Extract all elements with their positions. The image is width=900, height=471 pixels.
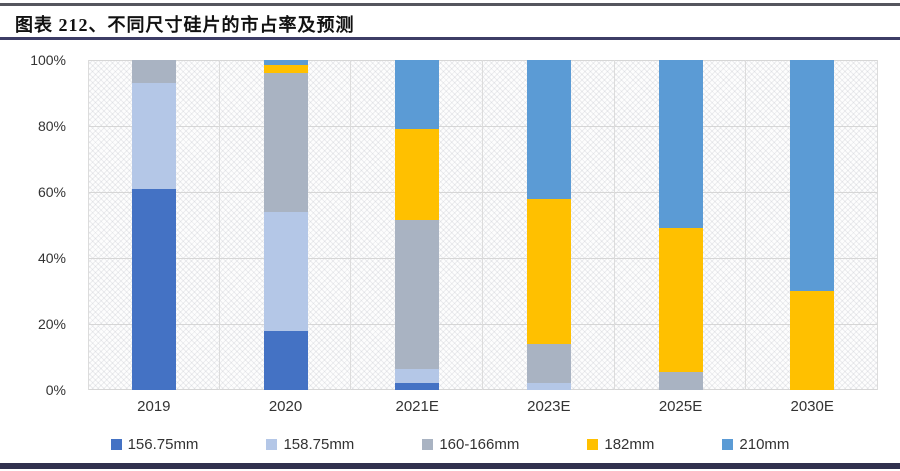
- bar-column-2025E: [615, 60, 747, 390]
- legend-item-210mm: 210mm: [722, 436, 789, 453]
- gridline-vertical: [218, 60, 220, 390]
- x-axis-tick-label-2020: 2020: [268, 398, 303, 415]
- legend-label: 158.75mm: [283, 436, 355, 453]
- x-axis-tick-labels: 2019 2020 2021E 2023E 2025E 2030E: [88, 398, 878, 415]
- bar-segment-158.75mm-2023E: [526, 383, 571, 390]
- y-axis-tick-label: 80%: [37, 118, 66, 134]
- legend-item-182mm: 182mm: [587, 436, 654, 453]
- bar-segment-210mm-2020: [263, 60, 308, 65]
- bars-layer: [88, 60, 878, 390]
- legend-swatch-icon: [422, 439, 434, 450]
- chart-title: 图表 212、不同尺寸硅片的市占率及预测: [15, 15, 355, 35]
- legend-swatch-icon: [587, 439, 599, 450]
- stacked-bar-2030E: [790, 60, 835, 390]
- legend-swatch-icon: [722, 439, 734, 450]
- bar-segment-160-166mm-2023E: [526, 343, 571, 384]
- gridline-horizontal: [88, 389, 878, 390]
- x-axis-tick-label-2030E: 2030E: [790, 398, 834, 415]
- legend-item-156.75mm: 156.75mm: [110, 436, 199, 453]
- legend-label: 160-166mm: [439, 436, 520, 453]
- top-divider: [0, 3, 900, 6]
- stacked-bar-2023E: [526, 60, 571, 390]
- gridline-vertical: [877, 60, 878, 390]
- bar-column-2019: [88, 60, 220, 390]
- bottom-divider: [0, 463, 900, 469]
- stacked-bar-2020: [263, 60, 308, 390]
- y-axis-tick-label: 40%: [37, 250, 66, 266]
- bar-segment-182mm-2020: [263, 64, 308, 74]
- bar-segment-160-166mm-2025E: [658, 371, 703, 390]
- gridline-vertical: [482, 60, 483, 390]
- gridline-vertical: [745, 60, 747, 390]
- y-axis-tick-label: 20%: [37, 316, 66, 332]
- x-axis-tick-label-2021E: 2021E: [395, 398, 439, 415]
- bar-column-2021E: [351, 60, 483, 390]
- legend: 156.75mm 158.75mm 160-166mm 182mm 210mm: [0, 436, 900, 453]
- gridline-horizontal: [88, 258, 878, 259]
- stacked-bar-2025E: [658, 60, 703, 390]
- y-axis-tick-label: 0%: [45, 382, 66, 398]
- y-axis-tick-label: 60%: [37, 184, 66, 200]
- x-axis-tick-label-2023E: 2023E: [527, 398, 571, 415]
- bar-segment-160-166mm-2021E: [395, 220, 440, 369]
- bar-column-2020: [220, 60, 352, 390]
- bar-segment-158.75mm-2019: [131, 83, 176, 189]
- bar-segment-158.75mm-2020: [263, 211, 308, 331]
- bar-segment-210mm-2023E: [526, 60, 571, 199]
- legend-item-160-166mm: 160-166mm: [422, 436, 519, 453]
- bar-segment-210mm-2021E: [395, 60, 440, 130]
- gridline-horizontal: [88, 324, 878, 325]
- x-axis-tick-label-2019: 2019: [137, 398, 171, 415]
- bar-segment-182mm-2021E: [395, 129, 440, 221]
- x-axis-tick-label-2025E: 2025E: [658, 398, 703, 415]
- bar-segment-210mm-2025E: [658, 60, 703, 229]
- bar-segment-156.75mm-2019: [131, 188, 176, 390]
- bar-segment-182mm-2025E: [658, 228, 703, 372]
- stacked-bar-chart: 0% 20% 40% 60% 80% 100% 2019 2020 2021E 2023E 202…: [0, 42, 900, 427]
- legend-label: 210mm: [739, 436, 790, 453]
- legend-swatch-icon: [110, 439, 122, 450]
- gridline-horizontal: [88, 126, 878, 127]
- bar-segment-156.75mm-2021E: [395, 383, 440, 390]
- bar-segment-210mm-2030E: [790, 60, 835, 291]
- bar-segment-160-166mm-2020: [263, 73, 308, 212]
- gridline-horizontal: [88, 192, 878, 193]
- legend-swatch-icon: [266, 439, 278, 450]
- legend-item-158.75mm: 158.75mm: [266, 436, 354, 453]
- plot-area: [88, 60, 878, 390]
- legend-label: 182mm: [604, 436, 655, 453]
- gridline-horizontal: [88, 60, 878, 61]
- stacked-bar-2019: [131, 60, 176, 390]
- bar-segment-160-166mm-2019: [131, 60, 176, 84]
- bar-segment-158.75mm-2021E: [395, 368, 440, 384]
- bar-segment-182mm-2030E: [790, 291, 835, 390]
- gridline-vertical: [88, 60, 89, 390]
- bar-segment-156.75mm-2020: [263, 330, 308, 390]
- bar-segment-182mm-2023E: [526, 198, 571, 344]
- gridline-vertical: [350, 60, 352, 390]
- title-underline-divider: [0, 37, 900, 40]
- bar-column-2023E: [483, 60, 615, 390]
- y-axis-tick-labels: 0% 20% 40% 60% 80% 100%: [0, 52, 80, 398]
- legend-label: 156.75mm: [127, 436, 199, 453]
- bar-column-2030E: [746, 60, 878, 390]
- gridline-vertical: [613, 60, 615, 390]
- stacked-bar-2021E: [395, 60, 440, 390]
- y-axis-tick-label: 100%: [30, 52, 66, 68]
